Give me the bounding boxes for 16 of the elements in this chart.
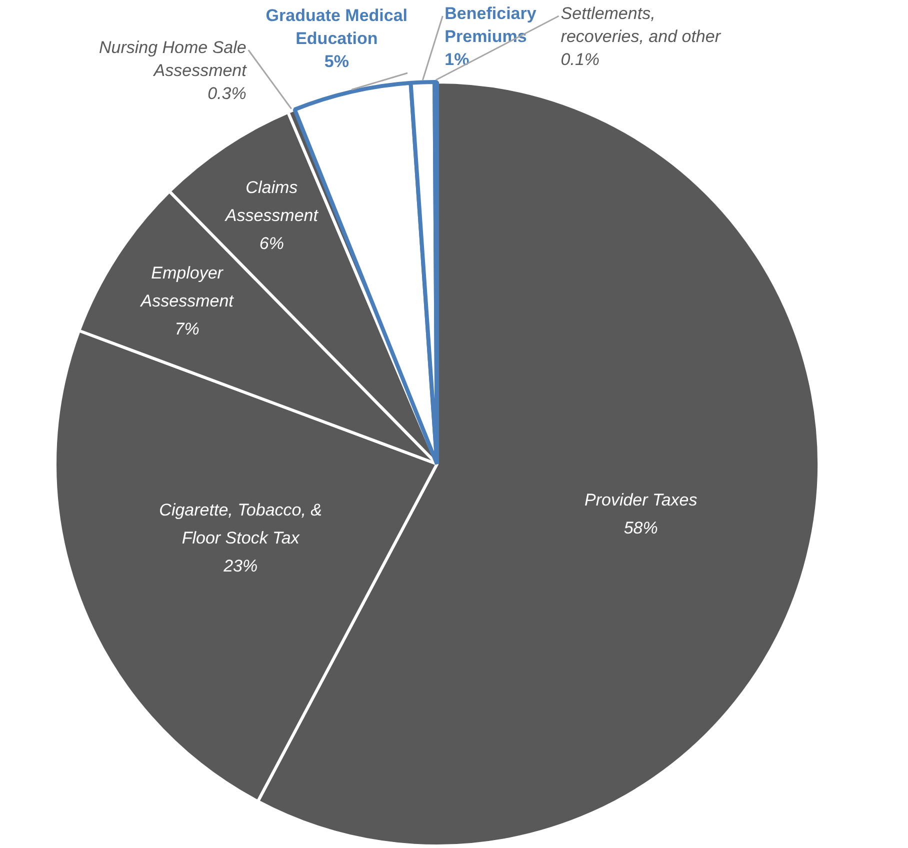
slice-label: Beneficiary Premiums	[444, 4, 537, 46]
data-label: 58%	[624, 518, 658, 538]
data-label: 23%	[222, 556, 258, 576]
slice-label: Graduate Medical Education	[266, 6, 408, 48]
data-label: 1%	[444, 50, 470, 70]
slice-label: Nursing Home Sale Assessment	[98, 38, 248, 80]
data-label: 0.3%	[208, 84, 246, 104]
data-label: 7%	[174, 320, 200, 339]
data-label: 0.1%	[560, 50, 600, 70]
slice-label: Provider Taxes	[584, 490, 698, 510]
slice-label: Cigarette, Tobacco, & Floor Stock Tax	[159, 500, 322, 548]
slice-label: Claims Assessment	[224, 178, 320, 225]
data-label: 6%	[259, 234, 284, 253]
data-label: 5%	[324, 52, 349, 72]
slice-label: Employer Assessment	[140, 264, 235, 311]
slice-label: Settlements, recoveries, and other	[560, 4, 722, 46]
